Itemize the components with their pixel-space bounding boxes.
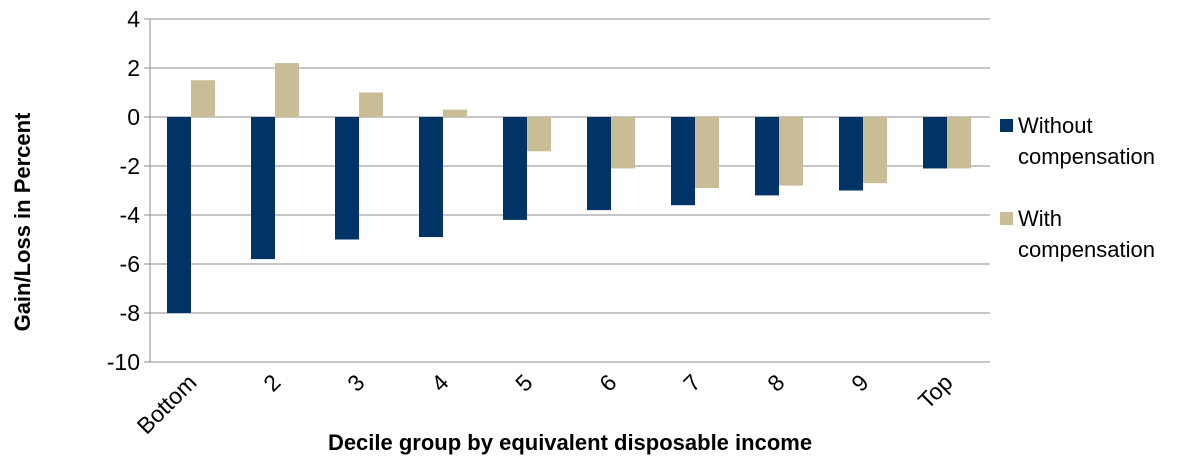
y-tick-label: 2: [127, 55, 140, 81]
x-tick-label: 9: [846, 369, 873, 396]
bar: [779, 117, 803, 186]
bar: [419, 117, 443, 238]
x-tick-label: 6: [594, 369, 621, 396]
bar: [191, 80, 215, 117]
bar: [611, 117, 635, 169]
bar: [359, 92, 383, 117]
bar: [503, 117, 527, 220]
legend-label: Without compensation: [1018, 113, 1155, 169]
x-tick-label: 8: [762, 369, 789, 396]
bar: [275, 63, 299, 117]
bar: [839, 117, 863, 191]
y-tick-label: 0: [127, 104, 140, 130]
y-tick-label: 4: [127, 6, 140, 32]
bar: [335, 117, 359, 240]
bar: [695, 117, 719, 189]
x-tick-label: Top: [913, 369, 958, 414]
bar: [923, 117, 947, 169]
bar: [671, 117, 695, 206]
bar: [947, 117, 971, 169]
bar: [587, 117, 611, 211]
x-tick-label: 7: [678, 369, 705, 396]
bar: [251, 117, 275, 260]
y-tick-label: -2: [120, 153, 140, 179]
x-tick-label: 5: [510, 369, 537, 396]
x-tick-label: Bottom: [132, 369, 202, 439]
x-tick-label: 4: [426, 369, 454, 397]
x-tick-label: 3: [342, 369, 369, 396]
legend-label: With compensation: [1018, 206, 1155, 262]
y-axis-title: Gain/Loss in Percent: [10, 112, 35, 332]
y-tick-label: -4: [120, 202, 141, 228]
y-tick-label: -8: [120, 300, 140, 326]
x-axis-title: Decile group by equivalent disposable in…: [328, 430, 812, 455]
legend-swatch: [1000, 212, 1013, 225]
bar: [527, 117, 551, 152]
bar: [755, 117, 779, 196]
x-tick-label: 2: [258, 369, 285, 396]
bar: [863, 117, 887, 184]
y-tick-label: -10: [107, 349, 140, 375]
legend-swatch: [1000, 119, 1013, 132]
bar: [167, 117, 191, 313]
y-tick-label: -6: [120, 251, 140, 277]
bar: [443, 109, 467, 117]
